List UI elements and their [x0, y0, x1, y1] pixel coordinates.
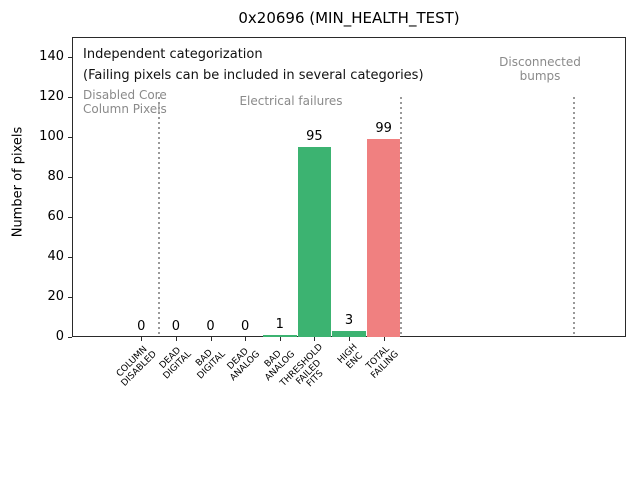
- bar-value-label-6: 3: [344, 313, 354, 328]
- bar-value-label-5: 95: [306, 129, 323, 144]
- group-label-disabled-core-column-pixels: Disabled Core Column Pixels: [83, 88, 167, 116]
- x-tick-label-7: TOTAL FAILING: [364, 344, 401, 381]
- y-tick-label-120: 120: [39, 89, 64, 104]
- y-tick-mark-100: [68, 137, 72, 138]
- y-tick-mark-60: [68, 217, 72, 218]
- bar-value-label-7: 99: [375, 121, 392, 136]
- bar-value-label-0: 0: [137, 319, 146, 334]
- bar-value-label-1: 0: [171, 319, 181, 334]
- x-tick-mark-5: [314, 337, 315, 341]
- y-tick-label-100: 100: [39, 129, 64, 144]
- annotation-failing-pixels-note: (Failing pixels can be included in sever…: [83, 68, 424, 83]
- y-tick-label-40: 40: [47, 249, 64, 264]
- y-tick-label-80: 80: [47, 169, 64, 184]
- y-tick-mark-20: [68, 297, 72, 298]
- group-label-disconnected-bumps: Disconnected bumps: [499, 55, 581, 83]
- bar-value-label-4: 1: [275, 317, 284, 332]
- x-tick-mark-1: [176, 337, 177, 341]
- plot-area: [72, 37, 626, 337]
- bar-value-label-2: 0: [206, 319, 215, 334]
- category-separator-0: [157, 97, 160, 337]
- bar-value-label-3: 0: [240, 319, 250, 334]
- y-tick-mark-80: [68, 177, 72, 178]
- x-tick-mark-6: [349, 337, 350, 341]
- x-tick-mark-0: [141, 337, 142, 341]
- y-tick-label-20: 20: [47, 289, 64, 304]
- bar-7: [366, 139, 401, 337]
- category-separator-2: [573, 97, 576, 337]
- y-tick-mark-40: [68, 257, 72, 258]
- bar-6: [332, 331, 366, 337]
- group-label-electrical-failures: Electrical failures: [239, 94, 343, 108]
- y-tick-label-60: 60: [47, 209, 64, 224]
- x-tick-label-6: HIGH ENC: [335, 342, 365, 371]
- x-tick-mark-3: [245, 337, 246, 341]
- x-tick-mark-7: [384, 337, 385, 341]
- x-tick-mark-4: [280, 337, 281, 341]
- y-tick-mark-0: [68, 337, 72, 338]
- y-tick-mark-120: [68, 97, 72, 98]
- chart-title: 0x20696 (MIN_HEALTH_TEST): [238, 9, 460, 27]
- bar-5: [297, 147, 332, 337]
- y-tick-label-0: 0: [55, 329, 64, 344]
- bar-4: [262, 335, 297, 337]
- x-tick-label-3: DEAD ANALOG: [225, 346, 263, 383]
- y-tick-label-140: 140: [39, 49, 64, 64]
- x-tick-mark-2: [211, 337, 212, 341]
- y-tick-mark-140: [68, 57, 72, 58]
- category-separator-1: [399, 97, 402, 337]
- x-tick-label-0: COLUMN DISABLED: [114, 344, 159, 389]
- x-tick-label-1: DEAD DIGITAL: [157, 345, 193, 381]
- annotation-independent-categorization: Independent categorization: [83, 47, 263, 62]
- x-tick-label-2: BAD DIGITAL: [194, 347, 228, 381]
